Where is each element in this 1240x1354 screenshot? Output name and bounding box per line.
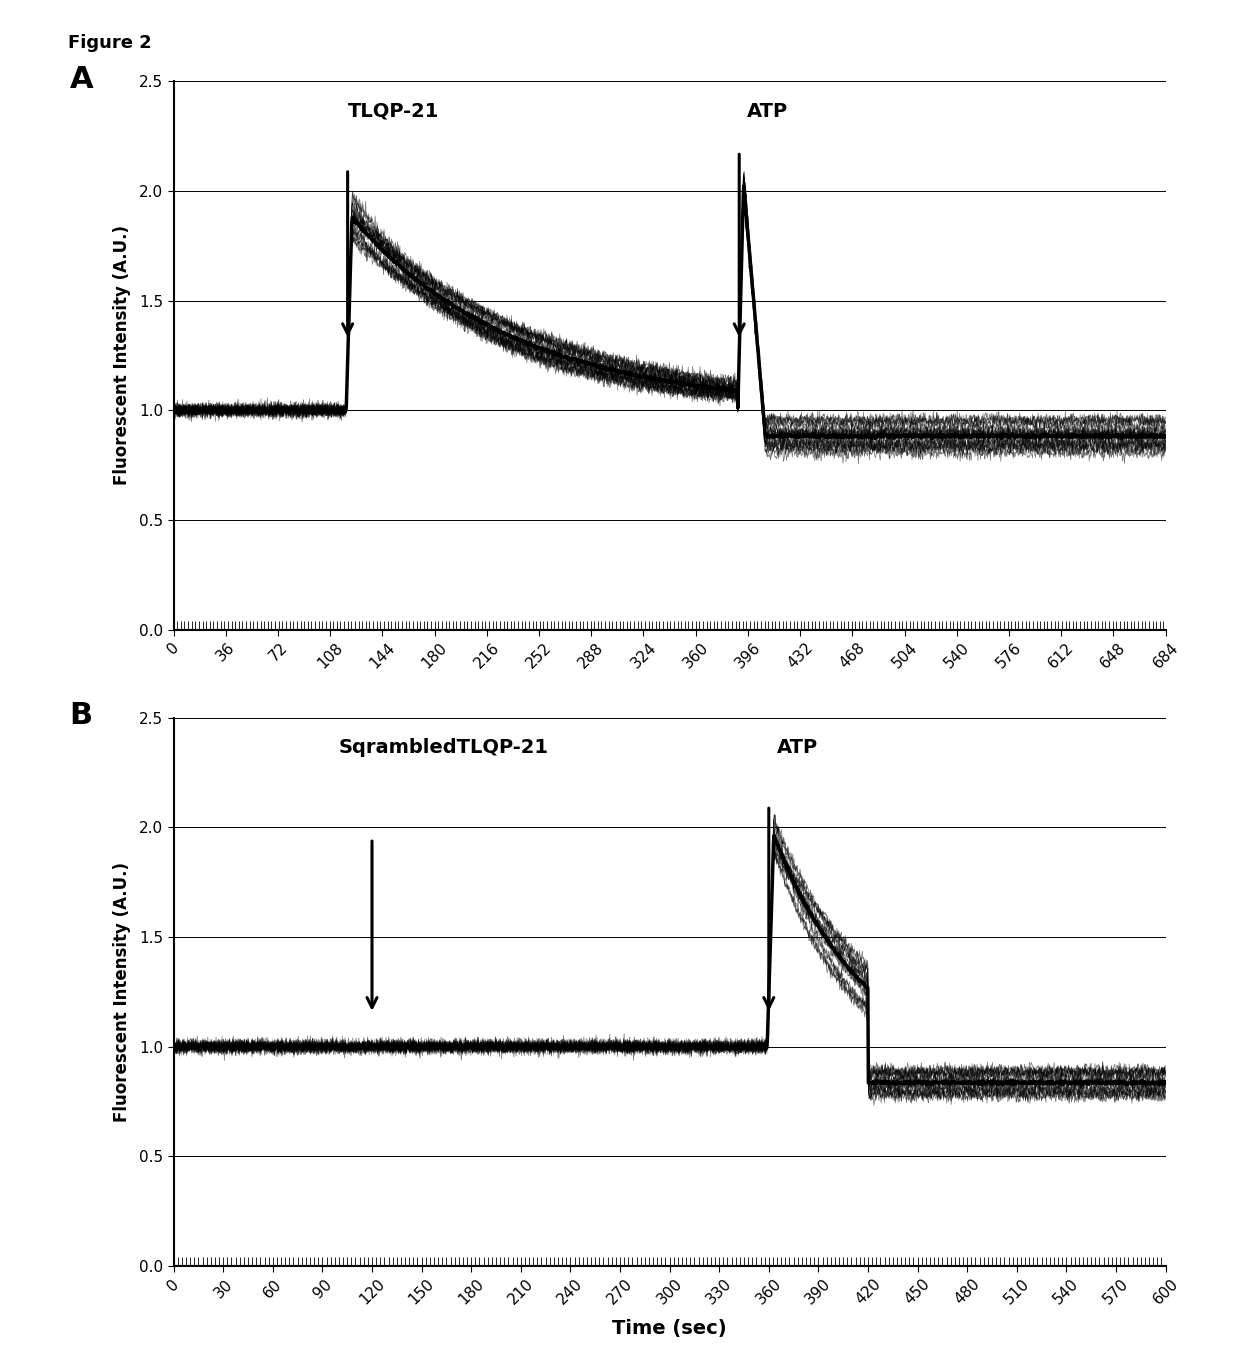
Text: SqrambledTLQP-21: SqrambledTLQP-21 [339, 738, 549, 757]
Text: Figure 2: Figure 2 [68, 34, 153, 51]
Text: ATP: ATP [746, 102, 787, 121]
Y-axis label: Fluorescent Intensity (A.U.): Fluorescent Intensity (A.U.) [113, 225, 130, 486]
X-axis label: Time (sec): Time (sec) [613, 1319, 727, 1338]
Text: TLQP-21: TLQP-21 [347, 102, 439, 121]
Text: A: A [69, 65, 93, 93]
Text: ATP: ATP [777, 738, 818, 757]
Y-axis label: Fluorescent Intensity (A.U.): Fluorescent Intensity (A.U.) [113, 861, 130, 1122]
Text: B: B [69, 701, 93, 730]
